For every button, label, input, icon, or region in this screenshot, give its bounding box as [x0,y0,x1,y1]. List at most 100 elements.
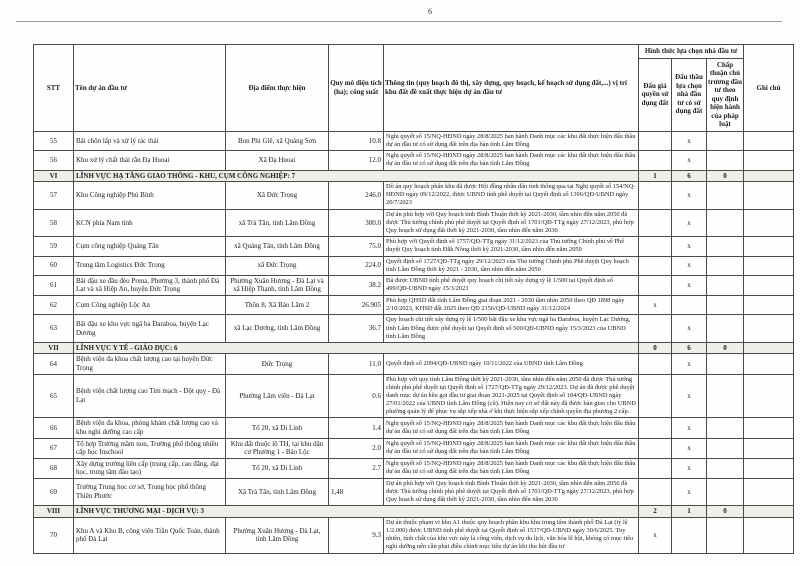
cell-stt: 70 [33,516,74,554]
cell-bidding-mark: x [671,353,707,375]
cell-project-name: Bệnh viện chất lượng cao Tim mạch - Đột … [73,373,226,419]
table-row: 55 Bãi chôn lấp và xử lý rác thải Bon Phi … [33,130,795,152]
table-row: 56 Khu xử lý chất thải rắn Đạ Huoai Xã Đạ … [33,150,795,171]
cell-info: Phù hợp với quy tỉnh Lâm Đồng thời kỳ 20… [383,373,639,419]
cell-note [743,255,795,276]
cell-approval-mark [705,130,745,152]
cell-info: Phù hợp với Quyết định số 1757/QĐ-TTg ng… [383,236,639,257]
cell-note [743,353,795,375]
cell-project-name: Trường Trung học cơ sở, Trung học phổ th… [73,477,226,507]
table-row: 70 Khu A và Khu B, công viên Trần Quốc To… [33,516,795,554]
cell-approval-mark [705,477,745,507]
cell-auction-mark [638,457,672,479]
cell-info: Nghị quyết số 15/NQ-HĐND ngày 28/8/2025 … [383,457,639,479]
cell-area: 26.905 [328,294,384,316]
table-row: 62 Cụm Công nghiệp Lộc An Thôn 8, Xã Bảo L… [33,294,795,316]
section-row: VI LĨNH VỰC HẠ TẦNG GIAO THÔNG - KHU, CỤM… [33,169,795,183]
cell-stt: 57 [33,181,74,210]
cell-stt: 61 [33,274,74,297]
cell-approval-mark [705,181,745,210]
header-auction: Đấu giá quyền sử dụng đất [638,57,672,132]
cell-location: Đức Trọng [225,353,329,375]
cell-location: Bon Phi Glê, xã Quảng Sơn [225,130,329,152]
cell-area: 1.4 [328,417,384,439]
section-sum-auction: 1 [638,169,672,183]
cell-location: Tổ 20, xã Di Linh [225,457,329,479]
cell-bidding-mark: x [671,437,707,459]
table-row: 59 Cụm công nghiệp Quảng Tân xã Quảng Tân,… [33,236,795,257]
cell-note [743,274,795,297]
header-selection-group: Hình thức lựa chọn nhà đầu tư [637,44,745,59]
cell-location: xã Trà Tân, tỉnh Lâm Đồng [225,208,329,238]
cell-info: Quy hoạch chi tiết xây dựng tỷ lệ 1/500 … [383,314,639,343]
table-row: 61 Bãi đậu xe đầu đèo Prena, Phường 3, th… [33,274,795,297]
cell-bidding-mark [671,516,707,554]
section-sum-bidding: 6 [671,341,707,355]
cell-location: xã Đức Trọng [225,255,329,276]
section-title: LĨNH VỰC Y TẾ - GIÁO DỤC: 6 [73,341,639,355]
cell-bidding-mark [671,294,707,316]
cell-project-name: Bãi đậu xe khu vực ngã ba Đaraboa, huyện… [73,314,226,343]
header-info: Thông tin (quy hoạch đô thị, xây dựng, q… [383,44,639,132]
cell-approval-mark [705,457,745,479]
header-stt: STT [33,44,74,132]
cell-location: xã Quảng Tân, tỉnh Lâm Đồng [225,236,329,257]
cell-area: 38.2 [328,274,384,297]
section-sum-approval: 0 [705,505,745,518]
cell-area: 2.0 [328,437,384,459]
cell-area: 9.3 [328,516,384,554]
cell-bidding-mark: x [671,314,707,343]
cell-project-name: Xây dựng trường liên cấp (trung cấp, cao… [73,457,226,479]
cell-location: xã Lạc Dương, tỉnh Lâm Đồng [225,314,329,343]
cell-auction-mark [638,255,672,276]
cell-area: 246.0 [328,181,384,210]
cell-location: Xã Đạ Huoai [225,150,329,171]
section-sum-bidding: 1 [671,505,707,518]
cell-area: 10.8 [328,130,384,152]
cell-stt: 66 [33,417,74,439]
cell-approval-mark [705,255,745,276]
cell-stt: 59 [33,236,74,257]
table-row: 67 Tổ hợp Trường mầm non, Trường phổ thôn… [33,437,795,459]
header-area: Quy mô diện tích (ha); công suất [328,44,384,132]
cell-info: Quyết định số 1727/QĐ-TTg ngày 29/12/202… [383,255,639,276]
cell-approval-mark [705,150,745,171]
cell-bidding-mark: x [671,181,707,210]
cell-info: Dự án thuộc phạm vi khu A1 thuộc quy hoạ… [383,516,639,554]
table-row: 69 Trường Trung học cơ sở, Trung học phổ … [33,477,795,507]
cell-stt: 58 [33,208,74,238]
cell-auction-mark [638,236,672,257]
cell-project-name: Cụm Công nghiệp Lộc An [73,294,226,316]
cell-location: Xã Đức Trọng [225,181,329,210]
cell-bidding-mark: x [671,457,707,479]
cell-location: Phường Xuân Hương - Đà Lạt, tỉnh Lâm Đồn… [225,516,329,554]
cell-auction-mark [638,314,672,343]
cell-note [743,150,795,171]
cell-stt: 69 [33,477,74,507]
cell-approval-mark [705,353,745,375]
cell-stt: 60 [33,255,74,276]
section-stt: VII [33,341,74,355]
cell-area: 0.6 [328,373,384,419]
section-sum-auction: 0 [638,341,672,355]
cell-bidding-mark: x [671,208,707,238]
cell-location: Khu đất thuộc lô TH, tại khu dân cư Phườ… [225,437,329,459]
section-sum-bidding: 6 [671,169,707,183]
cell-note [743,294,795,316]
header-bidding: Đấu thầu lựa chọn nhà đầu tư có sử dụng … [671,57,707,132]
cell-stt: 67 [33,437,74,459]
cell-note [743,477,795,507]
header-approval: Chấp thuận chủ trương đầu tư theo quy đị… [705,57,745,132]
cell-project-name: KCN phía Nam tỉnh [73,208,226,238]
cell-location: Thôn 8, Xã Bảo Lâm 2 [225,294,329,316]
cell-note [743,457,795,479]
cell-auction-mark [638,353,672,375]
cell-stt: 65 [33,373,74,419]
table-row: 65 Bệnh viện chất lượng cao Tim mạch - Độ… [33,373,795,419]
cell-project-name: Khu xử lý chất thải rắn Đạ Huoai [73,150,226,171]
cell-project-name: Bệnh viện đa khoa, phòng khám chất lượng… [73,417,226,439]
section-note [743,169,795,183]
cell-area: 11.0 [328,353,384,375]
